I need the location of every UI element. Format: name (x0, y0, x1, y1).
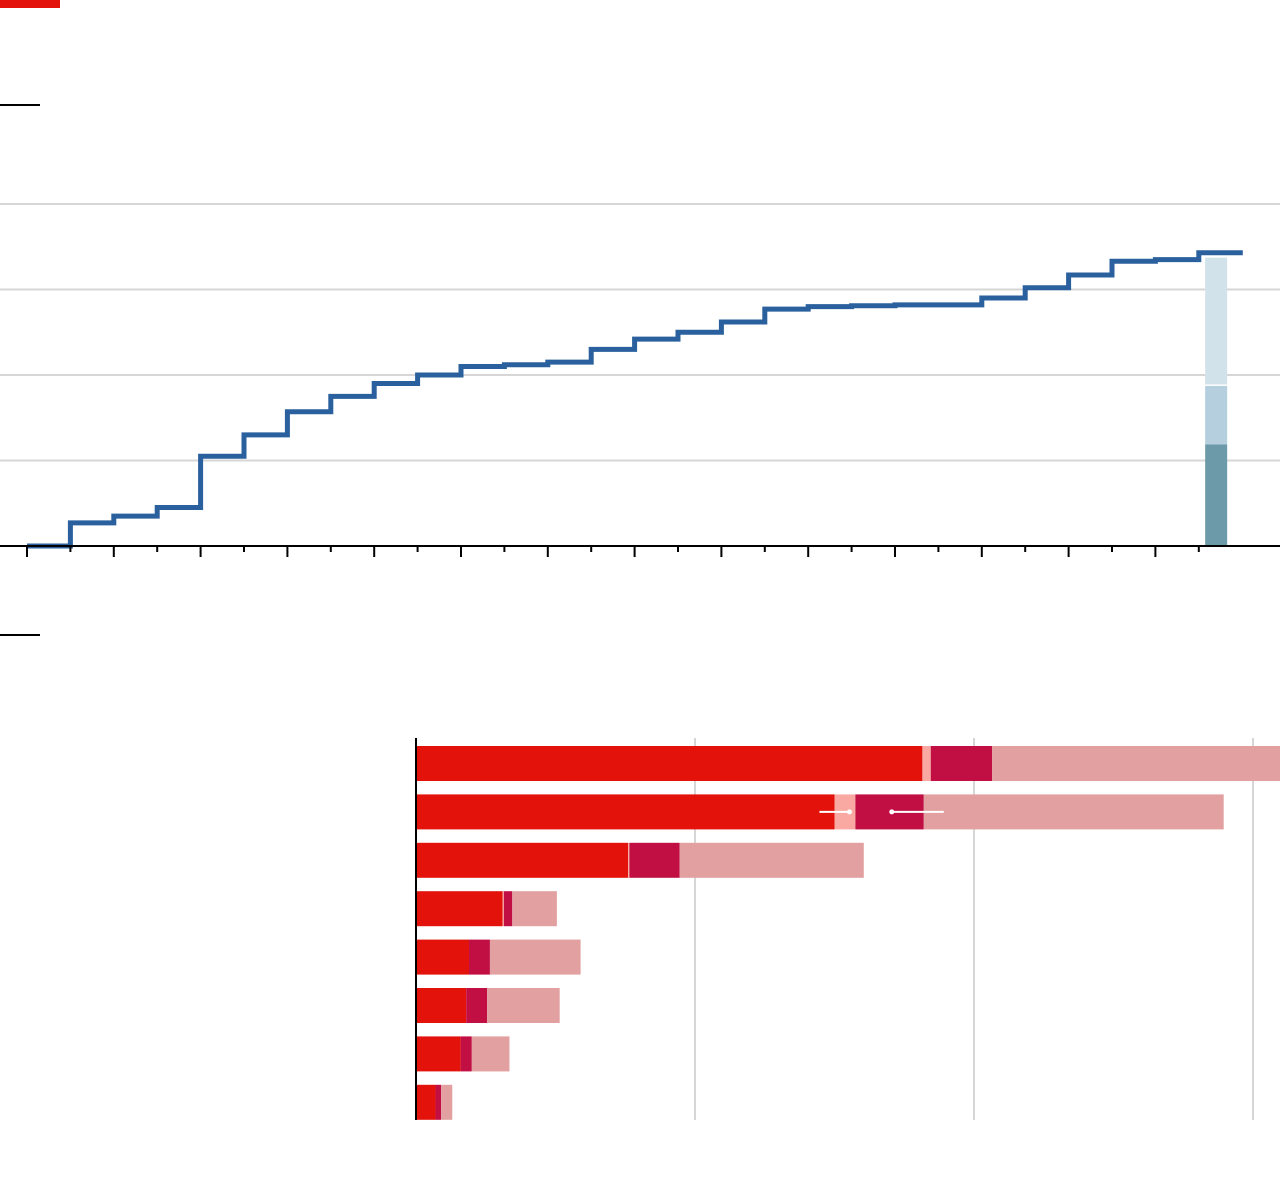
bar-row-8-segment-3 (435, 1084, 442, 1120)
bar-row-4-segment-2 (502, 891, 504, 927)
range-marker-dot-left (846, 809, 852, 815)
bar-row-4-segment-4 (512, 891, 557, 927)
bar-row-6-segment-3 (466, 988, 488, 1023)
bar-row-6-segment-4 (487, 988, 560, 1023)
bar-row-3-segment-3 (629, 842, 680, 878)
bar-row-7-segment-1 (416, 1036, 461, 1072)
bar-row-3-segment-2 (628, 842, 630, 878)
bar-row-8-segment-1 (416, 1084, 436, 1120)
bar-row-4-segment-1 (416, 891, 503, 927)
bar-row-1-segment-1 (416, 746, 923, 781)
bar-row-1-segment-4 (992, 746, 1280, 781)
section-rule-bottom (0, 634, 40, 636)
bar-row-7-segment-3 (460, 1036, 472, 1072)
bar-row-4-segment-3 (503, 891, 513, 927)
section-rule-top (0, 104, 40, 106)
step-series-line (27, 250, 1243, 549)
bar-row-7-segment-4 (471, 1036, 510, 1072)
bar-row-5-segment-3 (469, 939, 490, 975)
bar-row-5-segment-1 (416, 939, 470, 975)
step-line-chart (0, 203, 1280, 557)
bar-row-1-segment-3 (930, 746, 993, 781)
brand-accent-tab (0, 0, 60, 8)
bar-row-8-segment-4 (441, 1084, 453, 1120)
bar-row-2-segment-4 (923, 794, 1224, 830)
end-stack-segment-1 (1205, 444, 1228, 546)
bar-row-6-segment-1 (416, 988, 467, 1023)
stacked-bar-chart (415, 738, 1280, 1120)
bar-row-5-segment-4 (489, 939, 581, 975)
range-marker-dot-right (889, 809, 895, 815)
bar-row-2-segment-1 (416, 794, 835, 830)
bar-row-1-segment-2 (922, 746, 931, 781)
bar-row-3-segment-4 (679, 842, 864, 878)
bar-row-3-segment-1 (416, 842, 629, 878)
end-stack-segment-2 (1205, 385, 1228, 445)
end-stack-segment-3 (1205, 257, 1228, 385)
